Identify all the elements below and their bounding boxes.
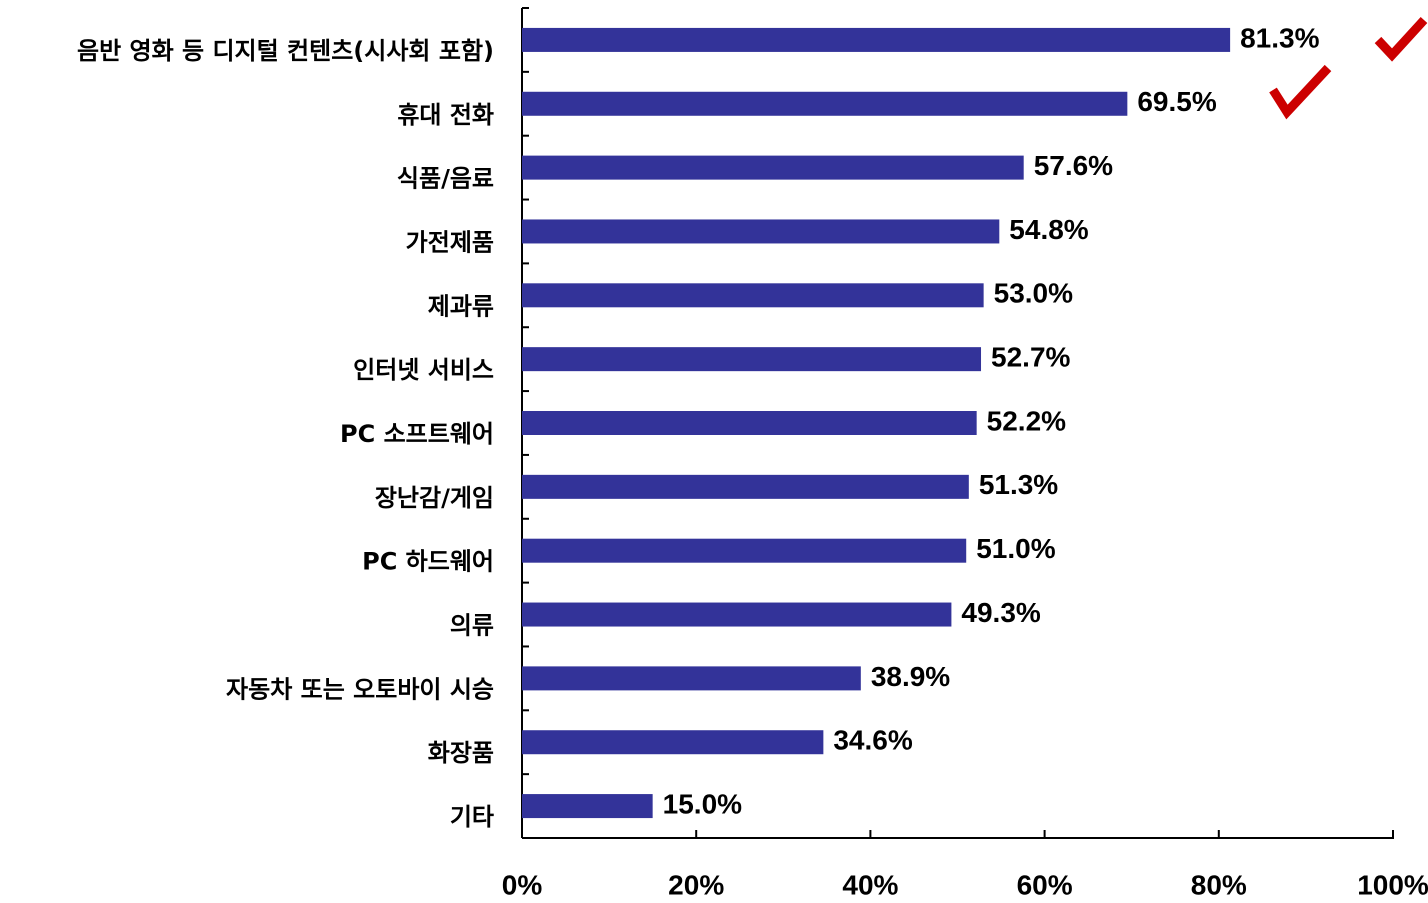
bar [522, 538, 967, 563]
bar [522, 666, 861, 691]
bar [522, 411, 977, 435]
y-tick-label: 기타 [450, 803, 494, 831]
y-tick-label: 제과류 [428, 292, 494, 320]
y-tick-label: 식품/음료 [397, 165, 494, 193]
bar [522, 474, 969, 499]
value-label: 34.6% [833, 725, 912, 756]
value-label: 52.2% [987, 405, 1066, 436]
x-tick-label: 80% [1191, 869, 1247, 900]
x-tick-label: 40% [842, 869, 898, 900]
y-tick-label: 음반 영화 등 디지털 컨텐츠(시사회 포함) [77, 37, 494, 65]
x-tick-label: 100% [1357, 869, 1428, 900]
x-tick-label: 60% [1017, 869, 1073, 900]
bar [522, 794, 653, 819]
y-tick-label: 의류 [450, 612, 494, 640]
bar [522, 91, 1128, 116]
y-tick-label: 자동차 또는 오토바이 시승 [226, 675, 494, 703]
bar [522, 219, 1000, 244]
bar [522, 155, 1024, 180]
y-tick-label: 화장품 [428, 739, 494, 767]
check-mark [1374, 16, 1428, 62]
x-tick-label: 20% [668, 869, 724, 900]
value-label: 81.3% [1240, 22, 1319, 53]
bar [522, 283, 984, 308]
value-label: 69.5% [1137, 86, 1216, 117]
y-tick-label: 인터넷 서비스 [353, 356, 494, 384]
value-label: 49.3% [961, 597, 1040, 628]
value-label: 51.3% [979, 469, 1058, 500]
value-label: 53.0% [994, 278, 1073, 309]
x-tick-label: 0% [502, 869, 543, 900]
value-label: 57.6% [1034, 150, 1113, 181]
bar [522, 730, 824, 755]
value-label: 52.7% [991, 342, 1070, 373]
y-tick-label: 휴대 전화 [397, 101, 494, 129]
value-label: 51.0% [976, 533, 1055, 564]
y-tick-label: PC 소프트웨어 [340, 420, 494, 448]
y-tick-label: PC 하드웨어 [362, 548, 494, 576]
value-label: 38.9% [871, 661, 950, 692]
bar [522, 347, 982, 372]
value-label: 15.0% [663, 788, 742, 819]
value-label: 54.8% [1009, 214, 1088, 245]
y-tick-label: 가전제품 [406, 228, 494, 256]
bar [522, 602, 952, 627]
bar [522, 27, 1231, 52]
y-tick-label: 장난감/게임 [375, 484, 494, 512]
check-mark [1269, 64, 1332, 120]
